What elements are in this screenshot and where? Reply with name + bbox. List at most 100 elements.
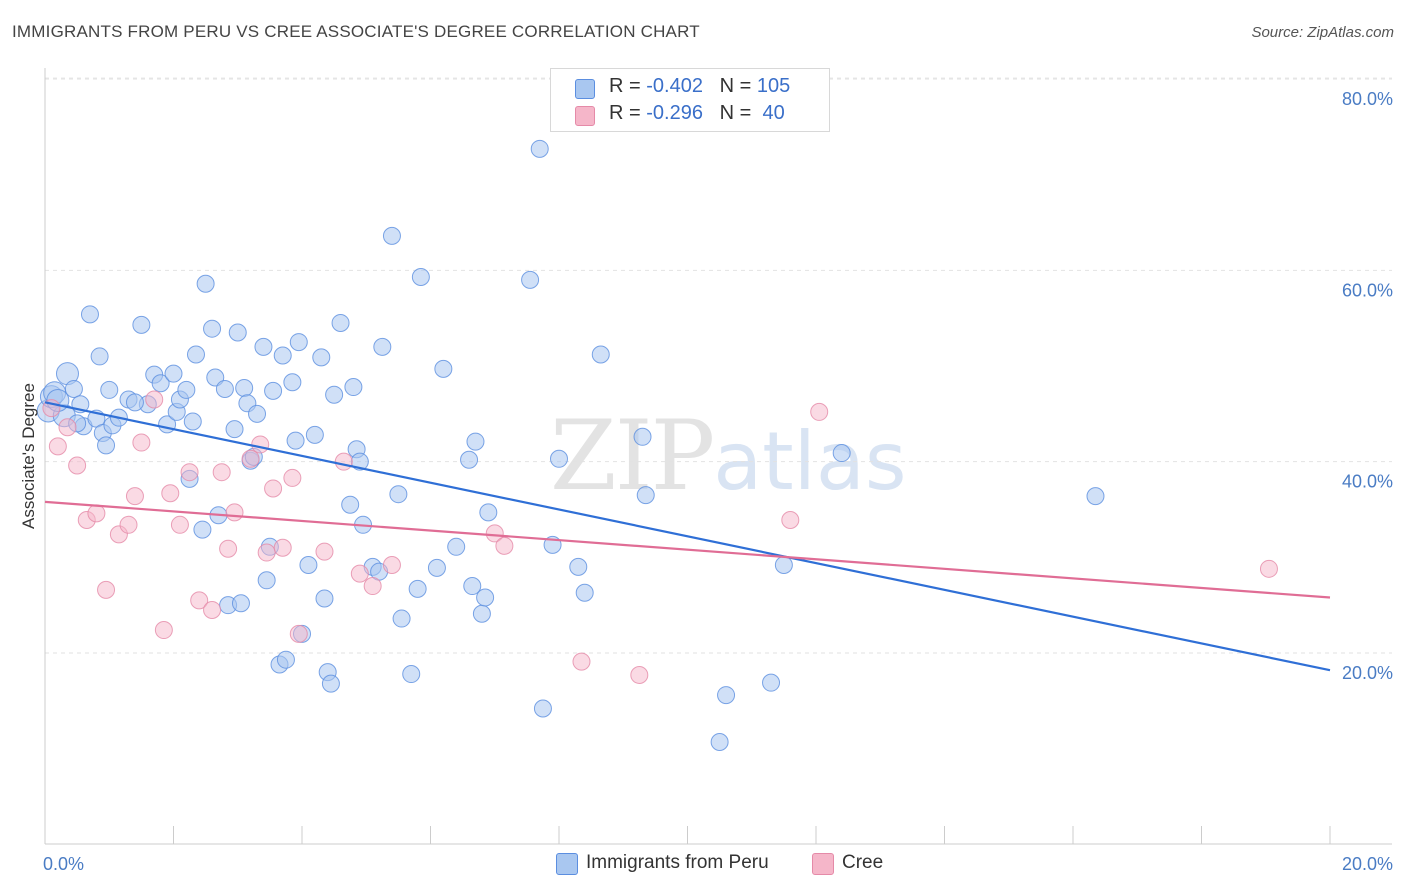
cree-point bbox=[273, 538, 292, 557]
chart-title: IMMIGRANTS FROM PERU VS CREE ASSOCIATE'S… bbox=[12, 22, 700, 41]
peru-point bbox=[64, 379, 83, 398]
peru-point bbox=[832, 444, 851, 463]
cree-point bbox=[241, 449, 260, 468]
peru-point bbox=[305, 425, 324, 444]
peru-point bbox=[636, 486, 655, 505]
peru-point bbox=[344, 378, 363, 397]
bottom-legend-label-peru: Immigrants from Peru bbox=[586, 852, 769, 873]
cree-point bbox=[1259, 559, 1278, 578]
cree-point bbox=[363, 577, 382, 596]
peru-point bbox=[382, 226, 401, 245]
bottom-legend-swatch-cree bbox=[812, 853, 834, 875]
peru-point bbox=[312, 348, 331, 367]
peru-point bbox=[341, 495, 360, 514]
cree-point bbox=[315, 542, 334, 561]
peru-point bbox=[228, 323, 247, 342]
peru-point bbox=[466, 432, 485, 451]
cree-point bbox=[781, 511, 800, 530]
peru-trend-line bbox=[44, 401, 1331, 672]
peru-point bbox=[193, 520, 212, 539]
cree-point bbox=[48, 437, 67, 456]
watermark-zip: ZIP bbox=[550, 400, 715, 512]
peru-point bbox=[90, 347, 109, 366]
peru-point bbox=[1086, 487, 1105, 506]
peru-point bbox=[321, 674, 340, 693]
tick-labels: 20.0% 40.0% 60.0% 80.0% 0.0% 20.0% Associate's… bbox=[19, 89, 1393, 874]
legend-text-cree: R = -0.296 N = 40 bbox=[609, 102, 785, 124]
cree-point bbox=[382, 555, 401, 574]
cree-point bbox=[119, 515, 138, 534]
peru-point bbox=[276, 650, 295, 669]
peru-point bbox=[479, 503, 498, 522]
peru-point bbox=[315, 589, 334, 608]
peru-point bbox=[569, 557, 588, 576]
y-tick-label: 80.0% bbox=[1342, 89, 1393, 109]
cree-point bbox=[485, 524, 504, 543]
data-points bbox=[36, 139, 1278, 751]
cree-point bbox=[203, 600, 222, 619]
peru-point bbox=[389, 485, 408, 504]
peru-point bbox=[427, 558, 446, 577]
peru-point bbox=[264, 381, 283, 400]
peru-point bbox=[206, 368, 225, 387]
peru-point bbox=[273, 346, 292, 365]
bottom-legend-swatch-peru bbox=[556, 853, 578, 875]
cree-point bbox=[190, 591, 209, 610]
cree-point bbox=[58, 418, 77, 437]
peru-point bbox=[710, 732, 729, 751]
cree-point bbox=[334, 452, 353, 471]
legend-swatch-cree bbox=[575, 106, 595, 126]
peru-point bbox=[591, 345, 610, 364]
axes bbox=[44, 68, 1392, 845]
cree-point bbox=[495, 536, 514, 555]
cree-point bbox=[289, 624, 308, 643]
peru-point bbox=[463, 577, 482, 596]
peru-point bbox=[151, 374, 170, 393]
peru-point bbox=[447, 537, 466, 556]
source-label: Source: ZipAtlas.com bbox=[1251, 24, 1394, 41]
cree-point bbox=[212, 463, 231, 482]
stats-legend: R = -0.402 N = 105 R = -0.296 N = 40 bbox=[550, 68, 830, 132]
cree-point bbox=[68, 456, 87, 475]
cree-point bbox=[132, 433, 151, 452]
peru-point bbox=[717, 686, 736, 705]
cree-trend-line bbox=[44, 500, 1331, 599]
legend-text-peru: R = -0.402 N = 105 bbox=[609, 75, 791, 97]
peru-point bbox=[215, 379, 234, 398]
peru-point bbox=[231, 594, 250, 613]
cree-point bbox=[264, 479, 283, 498]
y-axis-label: Associate's Degree bbox=[19, 383, 38, 529]
peru-point bbox=[186, 345, 205, 364]
cree-point bbox=[219, 539, 238, 558]
cree-point bbox=[87, 504, 106, 523]
peru-point bbox=[80, 305, 99, 324]
peru-point bbox=[283, 373, 302, 392]
cree-point bbox=[180, 463, 199, 482]
cree-point bbox=[630, 666, 649, 685]
peru-point bbox=[132, 315, 151, 334]
peru-point bbox=[225, 420, 244, 439]
cree-point bbox=[350, 564, 369, 583]
cree-point bbox=[145, 390, 164, 409]
legend-swatch-peru bbox=[575, 79, 595, 99]
peru-point bbox=[254, 337, 273, 356]
peru-point bbox=[235, 379, 254, 398]
cree-point bbox=[283, 468, 302, 487]
peru-point bbox=[203, 319, 222, 338]
cree-point bbox=[170, 515, 189, 534]
y-tick-label: 40.0% bbox=[1342, 472, 1393, 492]
cree-point bbox=[810, 402, 829, 421]
peru-point bbox=[476, 588, 495, 607]
peru-point bbox=[299, 555, 318, 574]
peru-point bbox=[257, 571, 276, 590]
cree-point bbox=[161, 484, 180, 503]
y-tick-label: 60.0% bbox=[1342, 280, 1393, 300]
peru-point bbox=[550, 449, 568, 468]
trend-lines bbox=[44, 401, 1331, 672]
peru-point bbox=[392, 609, 411, 628]
peru-point bbox=[460, 450, 479, 469]
cree-point bbox=[154, 621, 173, 640]
peru-point bbox=[331, 313, 350, 332]
cree-point bbox=[125, 487, 144, 506]
